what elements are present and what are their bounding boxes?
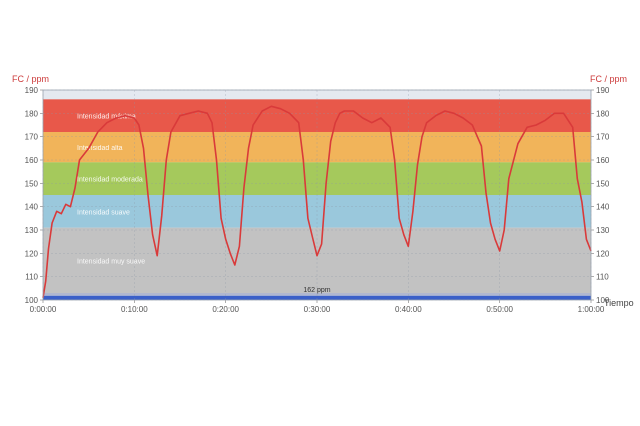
zone-label: Intensidad suave (77, 209, 130, 216)
y-tick-label: 150 (596, 179, 610, 188)
y-tick-label: 130 (596, 226, 610, 235)
x-axis-title: Tiempo (604, 298, 634, 308)
zone-label: Intensidad alta (77, 145, 123, 152)
y-tick-label: 180 (25, 109, 39, 118)
y-axis-left: 100 110 120 130 140 150 160 170 180 190 (25, 86, 43, 305)
zone-labels: Intensidad máxima Intensidad alta Intensid… (77, 114, 145, 266)
x-tick-label: 0:20:00 (212, 305, 239, 314)
y-axis-title-left: FC / ppm (12, 74, 49, 84)
y-axis-title-right: FC / ppm (590, 74, 627, 84)
x-tick-label: 0:00:00 (30, 305, 57, 314)
x-tick-label: 0:10:00 (121, 305, 148, 314)
x-tick-label: 0:30:00 (304, 305, 331, 314)
y-tick-label: 160 (596, 156, 610, 165)
y-tick-label: 100 (25, 296, 39, 305)
y-tick-label: 190 (596, 86, 610, 95)
y-tick-label: 140 (596, 203, 610, 212)
heart-rate-line (42, 105, 592, 298)
y-tick-label: 170 (596, 133, 610, 142)
x-tick-label: 0:50:00 (486, 305, 513, 314)
x-tick-label: 1:00:00 (578, 305, 605, 314)
y-tick-label: 150 (25, 179, 39, 188)
average-label: 162 ppm (303, 287, 330, 294)
y-tick-label: 100 (596, 296, 610, 305)
y-tick-label: 160 (25, 156, 39, 165)
baseline-bar (43, 295, 591, 300)
y-tick-label: 110 (596, 273, 609, 282)
y-tick-label: 180 (596, 109, 610, 118)
y-tick-label: 140 (25, 203, 39, 212)
y-tick-label: 170 (25, 133, 39, 142)
y-tick-label: 120 (596, 249, 610, 258)
y-tick-label: 110 (25, 273, 38, 282)
plot-frame (42, 89, 592, 301)
y-tick-label: 130 (25, 226, 39, 235)
zone-label: Intensidad máxima (77, 114, 136, 121)
zone-label: Intensidad muy suave (77, 258, 145, 265)
x-axis: 0:00:00 0:10:00 0:20:00 0:30:00 0:40:00 0:50:… (30, 300, 605, 314)
y-axis-right: 100 110 120 130 140 150 160 170 180 190 (591, 86, 610, 305)
y-tick-label: 120 (25, 249, 39, 258)
y-tick-label: 190 (25, 86, 39, 95)
zone-label: Intensidad moderada (77, 177, 143, 184)
x-tick-label: 0:40:00 (395, 305, 422, 314)
